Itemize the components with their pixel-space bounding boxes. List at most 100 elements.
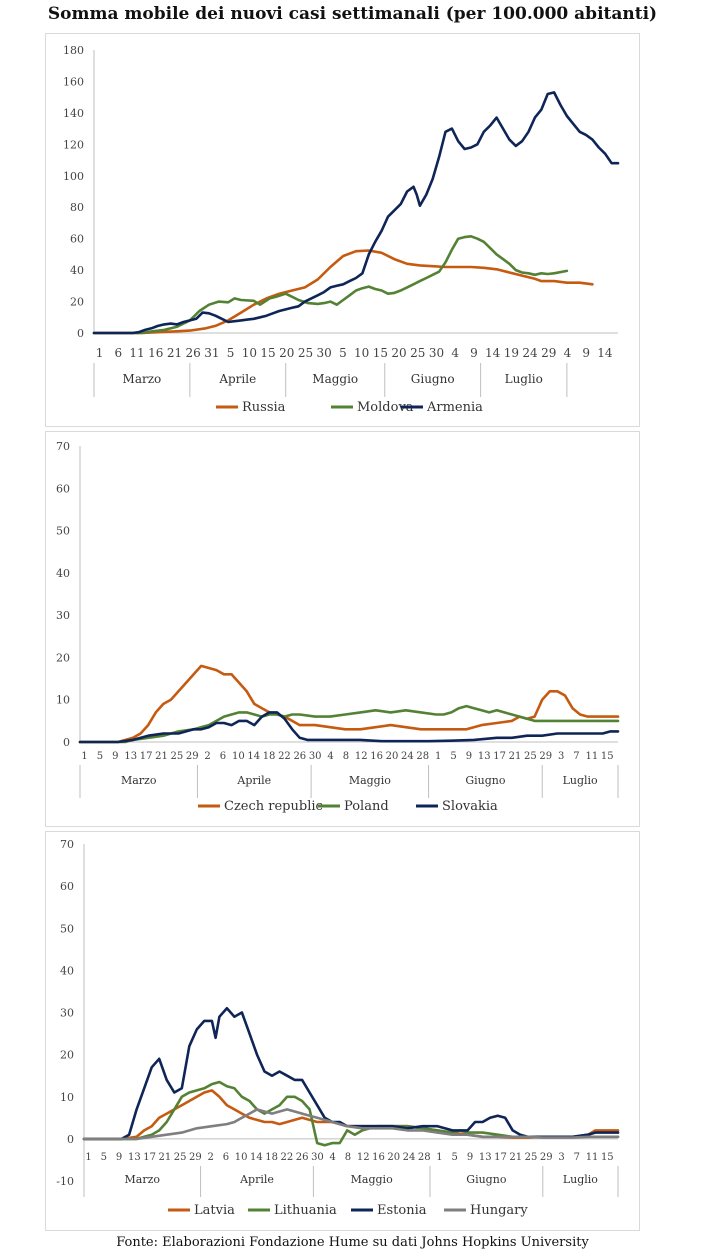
y-tick-label: 120 bbox=[63, 138, 84, 151]
x-day-tick-label: 7 bbox=[573, 751, 579, 762]
x-day-tick-label: 4 bbox=[564, 346, 572, 360]
x-day-tick-label: 21 bbox=[509, 751, 522, 762]
y-tick-label: 20 bbox=[70, 296, 84, 309]
y-tick-label: 70 bbox=[56, 440, 70, 453]
x-day-tick-label: 12 bbox=[357, 1152, 370, 1163]
y-tick-label: 0 bbox=[77, 327, 84, 340]
x-day-tick-label: 10 bbox=[242, 346, 257, 360]
y-tick-label: 20 bbox=[56, 651, 70, 664]
x-day-tick-label: 14 bbox=[250, 1152, 263, 1163]
month-label: Luglio bbox=[505, 372, 543, 386]
x-day-tick-label: 31 bbox=[204, 346, 219, 360]
y-tick-label: 40 bbox=[60, 964, 74, 977]
x-day-tick-label: 29 bbox=[189, 1152, 202, 1163]
x-day-tick-label: 9 bbox=[470, 346, 478, 360]
month-label: Luglio bbox=[563, 774, 598, 787]
legend-label: Slovakia bbox=[442, 799, 498, 814]
month-label: Giugno bbox=[411, 372, 455, 386]
series-line-russia bbox=[92, 249, 594, 335]
source-note: Fonte: Elaborazioni Fondazione Hume su d… bbox=[116, 1235, 589, 1250]
x-day-tick-label: 17 bbox=[493, 751, 506, 762]
x-day-tick-label: 10 bbox=[354, 346, 369, 360]
series-line-slovakia bbox=[78, 711, 620, 744]
legend-label: Czech republic bbox=[224, 799, 323, 814]
x-day-tick-label: 9 bbox=[116, 1152, 122, 1163]
x-day-tick-label: 29 bbox=[539, 751, 552, 762]
y-tick-label: 180 bbox=[63, 44, 84, 57]
x-day-tick-label: 13 bbox=[478, 751, 491, 762]
x-day-tick-label: 25 bbox=[298, 346, 313, 360]
month-label: Marzo bbox=[121, 774, 157, 787]
x-day-tick-label: 5 bbox=[452, 1152, 458, 1163]
x-day-tick-label: 18 bbox=[263, 751, 276, 762]
x-day-tick-label: 30 bbox=[309, 751, 322, 762]
y-tick-label: 100 bbox=[63, 170, 84, 183]
x-day-tick-label: 13 bbox=[124, 751, 137, 762]
x-day-tick-label: 30 bbox=[311, 1152, 324, 1163]
x-day-tick-label: 30 bbox=[317, 346, 332, 360]
x-day-tick-label: 14 bbox=[485, 346, 501, 360]
x-day-tick-label: 28 bbox=[418, 1152, 431, 1163]
x-day-tick-label: 24 bbox=[403, 1152, 416, 1163]
legend-label: Lithuania bbox=[274, 1203, 337, 1218]
chart-title: Somma mobile dei nuovi casi settimanali … bbox=[47, 4, 658, 24]
x-day-tick-label: 22 bbox=[278, 751, 291, 762]
x-day-tick-label: 24 bbox=[522, 346, 538, 360]
y-tick-label: 60 bbox=[70, 233, 84, 246]
x-day-tick-label: 9 bbox=[112, 751, 118, 762]
series-line-lithuania bbox=[82, 1080, 620, 1147]
y-tick-label: 70 bbox=[60, 838, 74, 851]
x-day-tick-label: 4 bbox=[327, 751, 333, 762]
x-day-tick-label: 12 bbox=[355, 751, 368, 762]
x-day-tick-label: 5 bbox=[450, 751, 456, 762]
x-day-tick-label: 10 bbox=[235, 1152, 248, 1163]
x-day-tick-label: 3 bbox=[558, 1152, 564, 1163]
x-day-tick-label: 2 bbox=[204, 751, 210, 762]
x-day-tick-label: 21 bbox=[155, 751, 168, 762]
x-day-tick-label: 17 bbox=[140, 751, 153, 762]
month-label: Maggio bbox=[312, 372, 358, 386]
x-day-tick-label: 18 bbox=[265, 1152, 278, 1163]
x-day-tick-label: 24 bbox=[401, 751, 414, 762]
x-day-tick-label: 6 bbox=[115, 346, 123, 360]
y-tick-label: 10 bbox=[56, 694, 70, 707]
x-day-tick-label: 11 bbox=[586, 1152, 599, 1163]
x-day-tick-label: 21 bbox=[158, 1152, 171, 1163]
x-day-tick-label: 2 bbox=[207, 1152, 213, 1163]
x-day-tick-label: 25 bbox=[174, 1152, 187, 1163]
x-day-tick-label: 25 bbox=[170, 751, 183, 762]
chart-panel-3: -10 0 10 20 30 40 50 60 70 1 5 9 13 17 21 25 29 2 6 10 14 18 2… bbox=[45, 831, 640, 1231]
x-day-tick-label: 29 bbox=[541, 346, 556, 360]
x-day-tick-label: 1 bbox=[436, 1152, 442, 1163]
legend-label: Latvia bbox=[194, 1203, 235, 1218]
x-day-tick-label: 16 bbox=[372, 1152, 385, 1163]
series-line-armenia bbox=[92, 91, 620, 335]
series-line-estonia bbox=[82, 1007, 620, 1141]
y-tick-label: 60 bbox=[60, 880, 74, 893]
x-day-tick-label: 10 bbox=[232, 751, 245, 762]
x-day-tick-label: 5 bbox=[101, 1152, 107, 1163]
y-tick-label: 140 bbox=[63, 107, 84, 120]
month-label: Aprile bbox=[218, 372, 256, 386]
x-day-tick-label: 6 bbox=[220, 751, 226, 762]
x-day-tick-label: 8 bbox=[343, 751, 349, 762]
month-label: Luglio bbox=[563, 1173, 598, 1186]
y-tick-label: 50 bbox=[56, 525, 70, 538]
legend-label: Armenia bbox=[426, 400, 483, 415]
y-tick-label: 30 bbox=[60, 1007, 74, 1020]
x-day-tick-label: 1 bbox=[85, 1152, 91, 1163]
legend-label: Russia bbox=[242, 400, 286, 415]
x-day-tick-label: 3 bbox=[558, 751, 564, 762]
x-day-tick-label: 4 bbox=[330, 1152, 336, 1163]
y-tick-label: 40 bbox=[56, 567, 70, 580]
month-label: Maggio bbox=[349, 774, 391, 787]
x-day-tick-label: 15 bbox=[601, 751, 614, 762]
x-day-tick-label: 15 bbox=[601, 1152, 614, 1163]
legend-label: Moldova bbox=[357, 400, 414, 415]
x-day-tick-label: 5 bbox=[97, 751, 103, 762]
x-day-tick-label: 1 bbox=[435, 751, 441, 762]
y-tick-label: 30 bbox=[56, 609, 70, 622]
chart-panel-1: 0 20 40 60 80 100 120 140 160 180 1 6 11 16 21 26 31 5 10 1… bbox=[45, 33, 640, 427]
